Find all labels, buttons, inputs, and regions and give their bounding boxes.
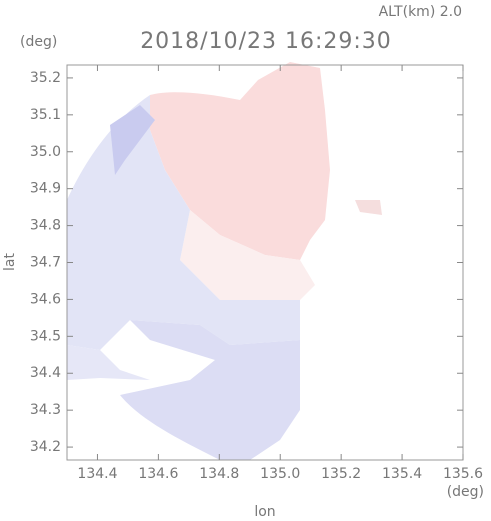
y-axis-label: lat <box>2 253 18 271</box>
x-tick-label: 135.6 <box>443 466 483 482</box>
x-tick-label: 135.4 <box>382 466 422 482</box>
y-tick-label: 34.2 <box>30 439 61 455</box>
x-tick-label: 134.4 <box>77 466 117 482</box>
y-tick-label: 34.5 <box>30 328 61 344</box>
y-tick-label: 34.3 <box>30 402 61 418</box>
y-unit: (deg) <box>20 34 57 50</box>
x-tick-label: 135.2 <box>321 466 361 482</box>
altitude-label: ALT(km) 2.0 <box>379 4 462 20</box>
y-tick-label: 34.9 <box>30 181 61 197</box>
y-tick-label: 34.4 <box>30 365 61 381</box>
x-tick-label: 134.8 <box>199 466 239 482</box>
y-tick-label: 34.8 <box>30 218 61 234</box>
x-tick-label: 135.0 <box>260 466 300 482</box>
x-unit: (deg) <box>447 484 484 500</box>
y-tick-label: 35.1 <box>30 107 61 123</box>
y-tick-label: 35.2 <box>30 70 61 86</box>
radar-field <box>67 62 382 460</box>
x-tick-label: 134.6 <box>138 466 178 482</box>
y-tick-label: 34.7 <box>30 255 61 271</box>
y-tick-label: 34.6 <box>30 291 61 307</box>
x-axis-label: lon <box>254 504 275 520</box>
chart-title: 2018/10/23 16:29:30 <box>140 29 392 54</box>
y-tick-label: 35.0 <box>30 144 61 160</box>
